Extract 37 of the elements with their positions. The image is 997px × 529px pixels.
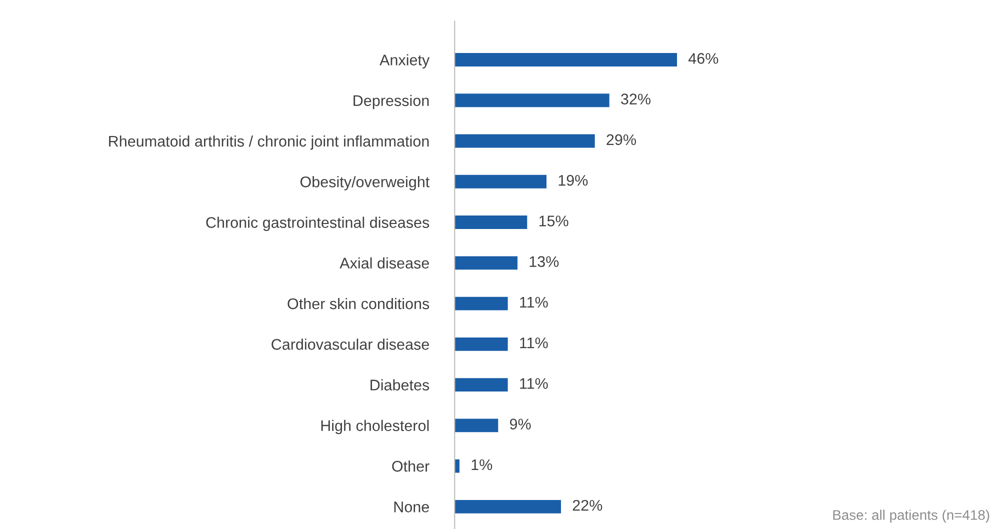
bar <box>454 500 561 514</box>
bar <box>454 134 595 148</box>
text: Base: all patients (n=418) <box>833 510 990 523</box>
y-tick-label: High cholesterol <box>321 420 429 434</box>
data-label: 11% <box>520 296 548 308</box>
data-label: 19% <box>558 174 588 186</box>
data-label: 11% <box>520 378 548 389</box>
data-label: 29% <box>606 134 636 146</box>
bar <box>454 296 508 310</box>
data-label: 32% <box>621 94 650 104</box>
y-tick-label: Obesity/overweight <box>300 176 430 190</box>
y-tick-label: Rheumatoid arthritis / chronic joint inflammation <box>109 135 429 150</box>
bar <box>454 337 508 351</box>
y-tick-label: Axial disease <box>340 257 429 269</box>
bar <box>454 216 528 229</box>
data-label: 15% <box>539 216 568 226</box>
data-label: 1% <box>472 459 492 470</box>
bar <box>454 418 498 432</box>
bar <box>454 53 678 66</box>
data-label: 46% <box>688 53 718 64</box>
y-tick-label: Chronic gastrointestinal diseases <box>206 216 430 231</box>
bar <box>454 174 546 188</box>
bar <box>454 256 518 270</box>
y-tick-label: Anxiety <box>380 54 430 68</box>
data-label: 9% <box>510 418 531 430</box>
data-label: 22% <box>572 500 602 511</box>
y-tick-label: None <box>394 502 429 512</box>
bar <box>454 94 610 108</box>
y-tick-label: Diabetes <box>370 379 430 390</box>
y-tick-label: Depression <box>354 94 429 110</box>
data-label: 13% <box>530 256 559 267</box>
bar <box>454 378 508 392</box>
bar <box>454 459 460 473</box>
y-tick-label: Cardiovascular disease <box>272 338 429 350</box>
y-tick-label: Other <box>392 460 430 472</box>
y-tick-label: Other skin conditions <box>288 298 430 310</box>
data-label: 11% <box>520 337 548 348</box>
